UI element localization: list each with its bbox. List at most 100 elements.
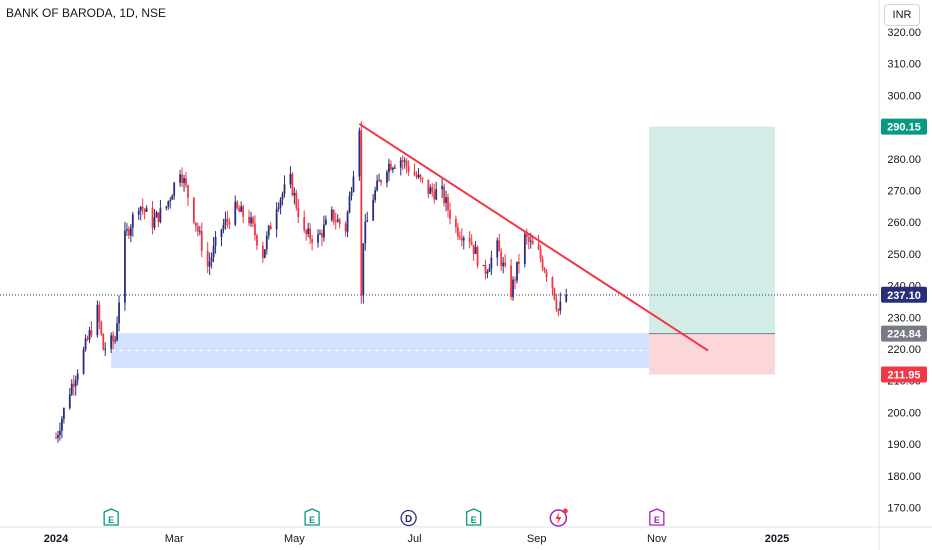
candle-body (476, 247, 479, 266)
candle-body (118, 302, 120, 324)
candle-body (468, 237, 471, 243)
candle-body (435, 189, 438, 200)
candle-body (114, 340, 116, 342)
candle-body (346, 212, 349, 232)
time-tick-label: Nov (647, 533, 667, 545)
candle-body (210, 257, 213, 262)
candle-body (171, 195, 174, 200)
candle-body (250, 217, 252, 224)
candle-body (252, 217, 254, 224)
currency-button[interactable]: INR (884, 4, 920, 26)
candle-body (531, 240, 534, 245)
position-target-zone (648, 126, 776, 334)
candle-body (525, 233, 528, 238)
candle-body (330, 209, 333, 220)
candle-body (126, 229, 128, 231)
price-tick-label: 280.00 (887, 154, 921, 166)
time-tick-label: 2024 (44, 533, 69, 545)
candle-body (456, 227, 459, 237)
time-axis[interactable]: 2024 Mar May Jul Sep Nov 2025 (0, 526, 932, 545)
candle-body (527, 237, 530, 242)
candle-body (512, 279, 514, 298)
price-tick-label: 220.00 (887, 344, 921, 356)
candle-body (145, 207, 148, 212)
candle-body (496, 240, 499, 258)
candle-body (358, 130, 361, 177)
candle-body (214, 237, 217, 246)
candle-body (443, 186, 445, 203)
candle-body (248, 216, 250, 224)
candle-body (208, 261, 211, 267)
price-tick-label: 180.00 (887, 471, 921, 483)
candle-body (153, 217, 156, 228)
candle-body (321, 233, 323, 238)
candle-body (393, 167, 396, 169)
dividend-icon[interactable] (400, 509, 417, 527)
candle-body (458, 236, 461, 238)
price-axis[interactable]: 320.00310.00300.00290.00280.00270.00260.… (878, 0, 927, 550)
candle-body (124, 230, 126, 303)
earnings-icon[interactable] (103, 508, 119, 526)
price-label-box (881, 325, 927, 342)
candle-body (462, 237, 465, 241)
candle-body (454, 218, 457, 228)
candle-body (472, 244, 475, 254)
candle-body (386, 172, 388, 183)
candle-body (545, 271, 548, 278)
price-tick-label: 260.00 (887, 217, 921, 229)
candle-body (254, 223, 256, 236)
price-tick-label: 170.00 (887, 503, 921, 515)
candle-body (265, 235, 268, 250)
candle-body (192, 197, 195, 223)
candle-body (224, 219, 227, 225)
price-label-text: 237.10 (887, 290, 921, 302)
candle-body (86, 338, 89, 340)
candle-body (488, 268, 491, 272)
candle-body (413, 171, 416, 176)
earnings-icon[interactable] (649, 508, 665, 526)
candle-body (372, 199, 375, 221)
candle-body (57, 435, 59, 438)
candle-body (110, 335, 113, 349)
candle-body (212, 245, 215, 258)
candle-body (173, 182, 176, 196)
candle-body (263, 249, 266, 258)
candle-body (104, 348, 107, 350)
candle-body (380, 180, 382, 183)
candle-body (565, 294, 568, 302)
candle-body (551, 277, 554, 289)
trendline[interactable] (358, 123, 709, 352)
candle-body (376, 180, 379, 191)
candle-body (543, 268, 546, 272)
time-tick-label: May (284, 533, 305, 545)
candle-body (68, 394, 71, 409)
candle-body (332, 209, 335, 222)
candle-body (427, 179, 430, 194)
candle-body (510, 265, 512, 298)
earnings-icon-label: E (309, 515, 315, 525)
candle-body (275, 209, 278, 230)
candle-body (403, 160, 406, 162)
earnings-icon-label: E (471, 515, 477, 525)
dividend-icon-label: D (405, 514, 412, 525)
candle-body (96, 304, 99, 336)
candle-body (539, 249, 542, 259)
candle-body (484, 265, 487, 274)
price-label-box (881, 366, 927, 383)
candle-body (59, 430, 61, 436)
candle-body (55, 437, 57, 439)
candle-body (405, 160, 408, 167)
candle-body (366, 220, 369, 222)
candle-body (447, 197, 449, 210)
earnings-icon[interactable] (465, 508, 482, 526)
earnings-icon[interactable] (304, 508, 320, 526)
candle-body (289, 173, 292, 185)
candle-body (336, 219, 339, 222)
split-dot-icon (562, 508, 568, 514)
candle-body (196, 226, 199, 232)
candle-body (482, 265, 485, 267)
candle-body (500, 251, 503, 267)
candle-body (137, 210, 140, 215)
candle-body (100, 322, 103, 334)
